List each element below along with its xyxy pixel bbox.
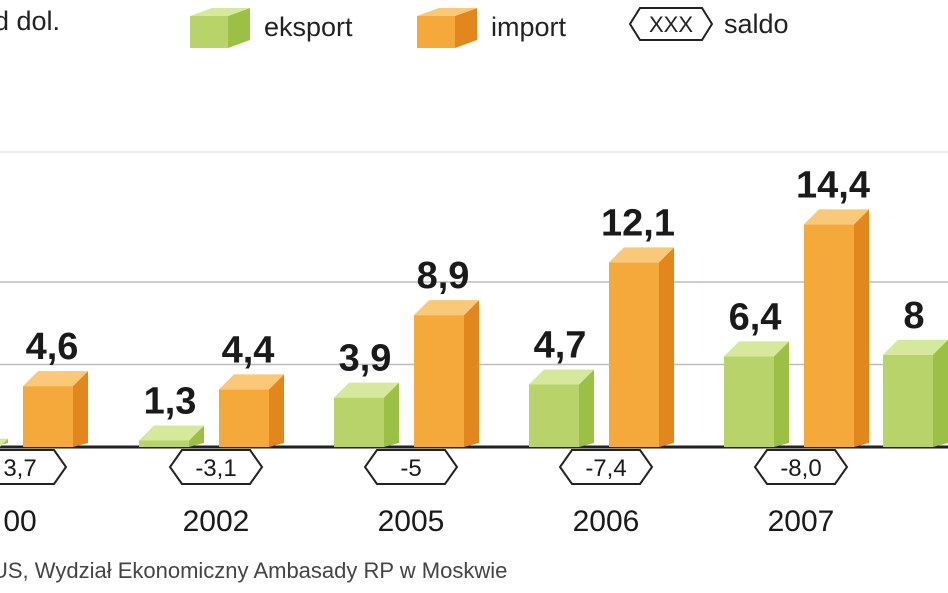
- eksport-value-label: 3,9: [339, 338, 392, 380]
- import-bar: [219, 374, 284, 447]
- saldo-hexagon: [0, 449, 68, 485]
- import-bar: [804, 209, 869, 447]
- legend-saldo-label: saldo: [724, 8, 789, 39]
- legend-eksport: eksport: [188, 4, 353, 50]
- eksport-bar: [139, 425, 204, 447]
- eksport-value-label: 4,7: [534, 324, 587, 366]
- import-value-label: 4,4: [222, 329, 275, 371]
- eksport-bar-side: [189, 425, 204, 447]
- saldo-hexagon: [363, 449, 459, 485]
- year-tick-label: 2005: [378, 505, 445, 538]
- year-tick-label: 2006: [573, 505, 640, 538]
- eksport-bar-front: [139, 440, 189, 447]
- import-bar-top: [414, 300, 479, 316]
- eksport-bar: [0, 438, 8, 447]
- eksport-bar-top: [724, 341, 789, 357]
- legend-import: import: [415, 4, 566, 50]
- import-bar: [23, 371, 88, 447]
- eksport-value-label: 6,4: [729, 296, 782, 338]
- year-tick-label: 2007: [768, 505, 835, 538]
- import-value-label: 12,1: [601, 202, 675, 244]
- eksport-bar-top: [0, 438, 8, 447]
- saldo-hexagon: [558, 449, 654, 485]
- import-bar-top: [609, 247, 674, 263]
- eksport-bar-side: [774, 341, 789, 447]
- year-tick-label: 2002: [183, 505, 250, 538]
- import-bar-front: [804, 224, 854, 447]
- source-note: US, Wydział Ekonomiczny Ambasady RP w Mo…: [0, 558, 508, 583]
- eksport-bar: [724, 341, 789, 447]
- import-bar: [414, 300, 479, 447]
- import-bar-top: [23, 371, 88, 387]
- eksport-bar-side: [579, 369, 594, 447]
- import-value-label: 4,6: [26, 326, 79, 368]
- eksport-bar-front: [529, 384, 579, 447]
- import-bar-front: [609, 262, 659, 447]
- legend-import-label: import: [491, 11, 567, 42]
- import-bar-side: [854, 209, 869, 447]
- import-cube-icon: [417, 8, 477, 48]
- eksport-bar-top: [529, 369, 594, 385]
- eksport-value-label: 1,3: [144, 381, 197, 423]
- import-bar-side: [659, 247, 674, 447]
- eksport-bar-top: [139, 425, 204, 441]
- eksport-cube-icon: [190, 8, 250, 48]
- eksport-bar-side: [933, 339, 948, 447]
- eksport-bar: [529, 369, 594, 447]
- eksport-value-label: 8: [903, 295, 924, 337]
- import-value-label: 14,4: [796, 164, 870, 206]
- import-bar-front: [23, 386, 73, 447]
- saldo-value-label: -8,0: [780, 455, 821, 482]
- saldo-symbol: XXX: [649, 12, 693, 37]
- saldo-value-label: -7,4: [585, 455, 626, 482]
- import-bar: [609, 247, 674, 447]
- import-bar-top: [804, 209, 869, 225]
- import-bar-front: [414, 315, 464, 447]
- eksport-bar-top: [883, 339, 948, 355]
- eksport-bar-side: [384, 382, 399, 447]
- import-bar-side: [73, 371, 88, 447]
- unit-label: d dol.: [0, 6, 61, 36]
- legend-eksport-label: eksport: [264, 11, 353, 42]
- import-bar-top: [219, 374, 284, 390]
- eksport-bar-front: [334, 397, 384, 447]
- legend-saldo: XXX saldo: [628, 4, 789, 44]
- saldo-hexagon: [753, 449, 849, 485]
- saldo-value-label: 3,7: [3, 455, 36, 482]
- saldo-value-label: -3,1: [195, 455, 236, 482]
- eksport-bar-front: [724, 356, 774, 447]
- import-bar-front: [219, 389, 269, 447]
- import-bar-side: [269, 374, 284, 447]
- eksport-bar-front: [883, 354, 933, 447]
- eksport-bar: [334, 382, 399, 447]
- year-tick-label: 00: [3, 505, 36, 538]
- saldo-hexagon: [168, 449, 264, 485]
- import-value-label: 8,9: [417, 255, 470, 297]
- import-bar-side: [464, 300, 479, 447]
- eksport-bar-top: [334, 382, 399, 398]
- eksport-bar: [883, 339, 948, 447]
- saldo-value-label: -5: [400, 455, 421, 482]
- saldo-hexagon-icon: XXX: [628, 7, 714, 41]
